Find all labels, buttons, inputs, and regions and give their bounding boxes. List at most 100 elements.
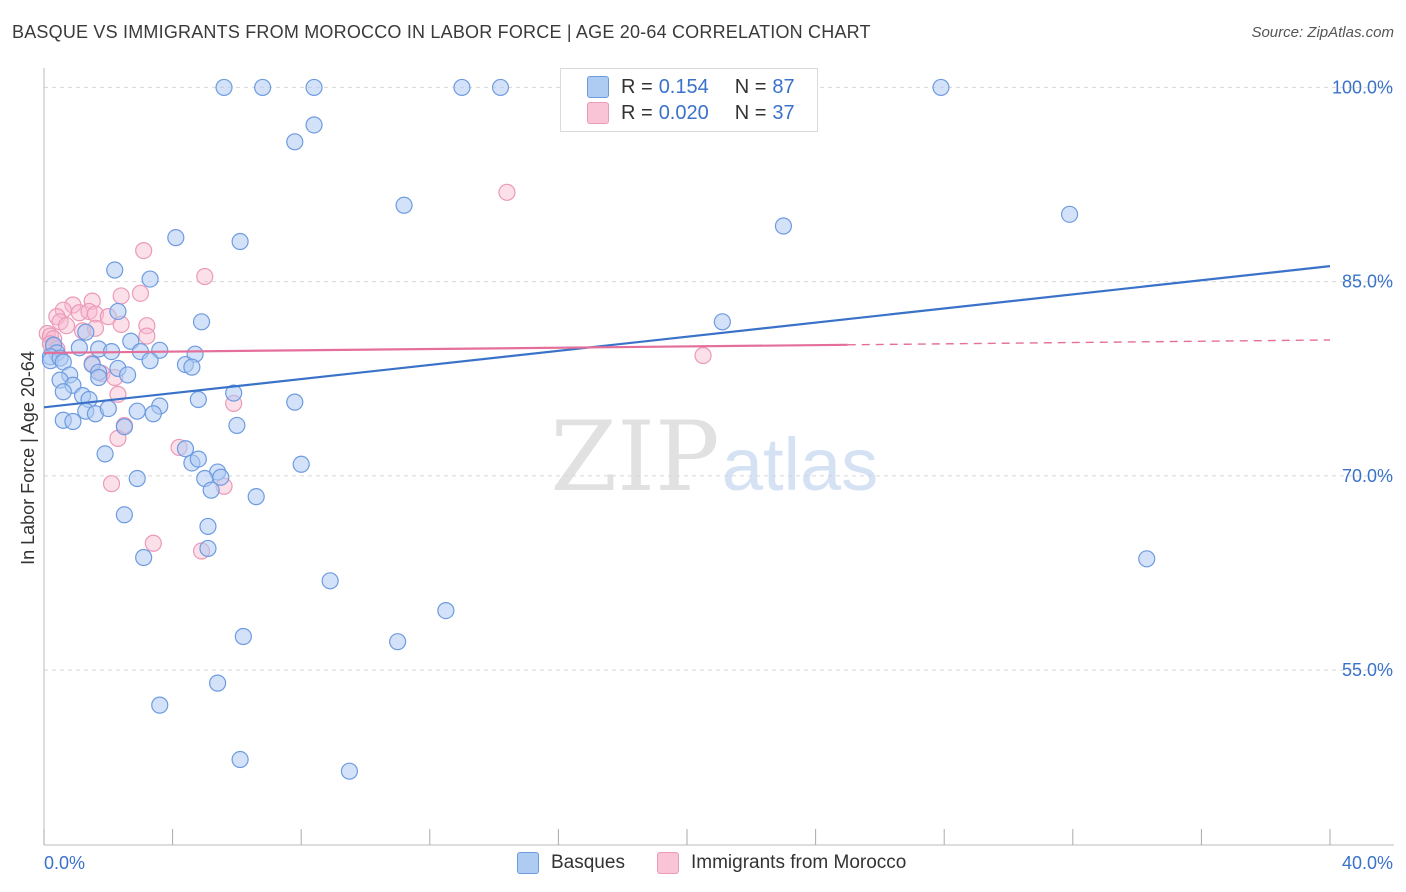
- legend-row-morocco: R = 0.020 N = 37: [587, 101, 795, 125]
- trend-lines: [43, 265, 1331, 409]
- basques-point: [64, 412, 82, 431]
- watermark: ZIP atlas: [550, 401, 878, 513]
- basques-point: [286, 393, 304, 411]
- basques-point: [199, 517, 217, 536]
- basques-point: [128, 402, 146, 420]
- legend-n-value-pink: 37: [772, 101, 795, 124]
- basques-point: [128, 469, 146, 488]
- tick-labels: 55.0% 70.0% 85.0% 100.0% 0.0% 40.0%: [44, 77, 1393, 873]
- basques-point: [189, 390, 207, 409]
- basques-point: [713, 313, 731, 331]
- basques-point: [234, 627, 252, 646]
- morocco-point: [144, 534, 162, 552]
- legend-label-basques: Basques: [551, 852, 625, 873]
- basques-point: [437, 602, 455, 620]
- basques-point: [932, 78, 950, 97]
- series-basques-points: [41, 78, 1156, 780]
- basques-point: [1060, 205, 1079, 223]
- stats-legend: R = 0.154 N = 87 R = 0.020 N = 37: [560, 68, 818, 132]
- basques-point: [321, 572, 339, 590]
- morocco-trend-line: [43, 343, 848, 354]
- basques-point: [215, 78, 233, 97]
- basques-point: [292, 455, 310, 473]
- morocco-point: [102, 475, 121, 493]
- morocco-point: [83, 292, 101, 310]
- legend-swatch-basques: [517, 852, 539, 874]
- axes: [43, 68, 1394, 846]
- basques-point: [118, 366, 137, 384]
- morocco-point: [196, 267, 214, 286]
- basques-point: [774, 217, 793, 235]
- basques-point: [151, 696, 169, 714]
- morocco-point: [57, 317, 76, 335]
- y-tick-label: 70.0%: [1342, 466, 1393, 486]
- basques-point: [115, 418, 133, 436]
- basques-point: [225, 384, 243, 402]
- legend-r-label: R =: [621, 101, 653, 124]
- morocco-point: [112, 287, 130, 305]
- legend-r-value-blue: 0.154: [658, 75, 709, 98]
- basques-point: [99, 399, 117, 418]
- basques-point: [340, 762, 359, 780]
- basques-point: [231, 232, 249, 251]
- morocco-point: [131, 284, 150, 302]
- legend-item-basques: Basques: [517, 852, 625, 874]
- legend-row-basques: R = 0.154 N = 87: [587, 75, 795, 99]
- basques-point: [254, 78, 272, 97]
- basques-point: [135, 548, 153, 567]
- basques-point: [77, 323, 95, 341]
- x-tick-label: 40.0%: [1342, 853, 1393, 873]
- basques-point: [202, 481, 220, 499]
- morocco-point: [135, 241, 153, 260]
- legend-r-value-pink: 0.020: [658, 101, 709, 124]
- legend-swatch-blue: [587, 76, 609, 98]
- basques-point: [453, 78, 471, 97]
- basques-point: [141, 352, 159, 370]
- y-tick-label: 100.0%: [1332, 77, 1393, 97]
- legend-n-label: N =: [734, 75, 767, 98]
- basques-point: [1138, 550, 1156, 568]
- legend-item-morocco: Immigrants from Morocco: [657, 852, 906, 874]
- basques-point: [231, 750, 249, 769]
- basques-point: [144, 405, 162, 423]
- legend-n-value-blue: 87: [772, 75, 795, 98]
- morocco-point: [138, 327, 156, 345]
- watermark-atlas: atlas: [722, 423, 878, 506]
- y-tick-label: 85.0%: [1342, 272, 1393, 292]
- morocco-trend-line-extension: [847, 339, 1331, 346]
- gridlines: [44, 86, 1394, 671]
- series-legend: Basques Immigrants from Morocco: [0, 852, 1406, 878]
- basques-point: [389, 633, 407, 651]
- basques-point: [109, 302, 127, 321]
- morocco-point: [86, 305, 105, 323]
- basques-point: [176, 440, 195, 458]
- basques-point: [115, 506, 133, 524]
- basques-point: [491, 78, 510, 97]
- basques-point: [106, 261, 124, 279]
- watermark-zip: ZIP: [550, 401, 719, 513]
- basques-point: [189, 450, 207, 468]
- chart-title: BASQUE VS IMMIGRANTS FROM MOROCCO IN LAB…: [12, 22, 871, 42]
- legend-r-label: R =: [621, 75, 653, 98]
- basques-trend-line: [43, 265, 1331, 409]
- basques-point: [90, 368, 108, 387]
- legend-swatch-morocco: [657, 852, 679, 874]
- morocco-point: [498, 183, 516, 201]
- legend-swatch-pink: [587, 102, 609, 124]
- basques-point: [209, 674, 227, 692]
- source-credit: Source: ZipAtlas.com: [1251, 24, 1394, 41]
- basques-point: [192, 313, 211, 331]
- basques-point: [183, 358, 201, 376]
- legend-label-morocco: Immigrants from Morocco: [691, 852, 907, 873]
- legend-n-label: N =: [734, 101, 767, 124]
- basques-point: [199, 539, 217, 558]
- y-axis-label: In Labor Force | Age 20-64: [18, 351, 38, 565]
- morocco-point: [694, 346, 712, 365]
- basques-point: [305, 116, 323, 134]
- x-tick-label: 0.0%: [44, 853, 85, 873]
- basques-point: [141, 270, 159, 288]
- basques-point: [167, 229, 185, 247]
- basques-point: [54, 383, 72, 401]
- basques-point: [395, 196, 413, 214]
